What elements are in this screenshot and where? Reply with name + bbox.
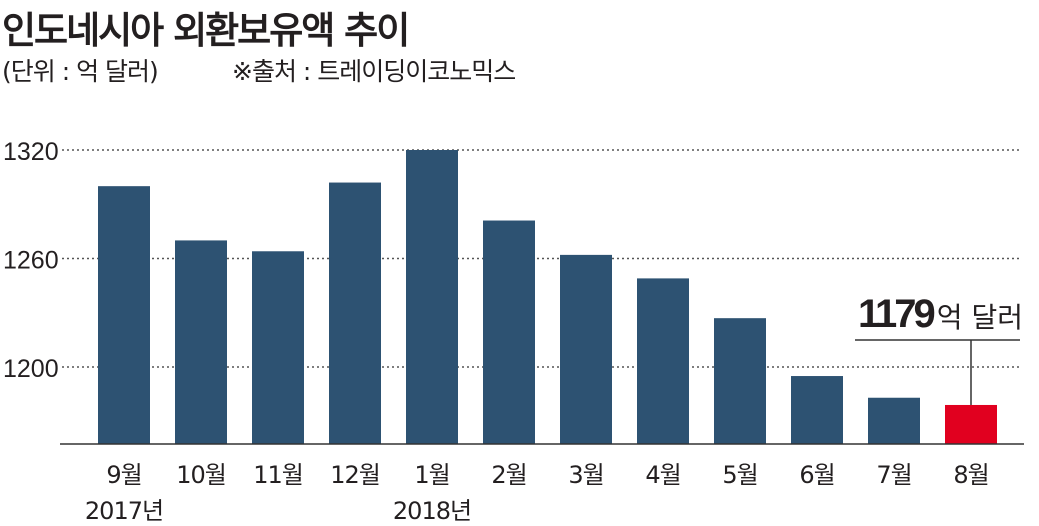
callout-unit: 억 달러	[937, 301, 1023, 334]
bar	[868, 397, 920, 444]
bar	[483, 220, 535, 444]
y-tick-label: 1260	[3, 247, 59, 275]
source-note: ※출처 : 트레이딩이코노믹스	[232, 57, 516, 86]
y-tick-label: 1320	[3, 138, 59, 166]
x-axis-labels: 9월 2017년 10월 11월 12월 1월 2018년 2월 3월 4월 5월 6월 7월 8월	[85, 461, 990, 525]
x-tick-label: 3월	[568, 461, 603, 489]
bar	[791, 376, 843, 444]
x-tick-label: 2월	[491, 461, 526, 489]
bar	[175, 240, 227, 444]
bar	[329, 182, 381, 445]
y-tick-label: 1200	[3, 355, 59, 383]
year-label: 2017년	[85, 497, 163, 525]
value-callout: 1179 억 달러	[855, 292, 1023, 405]
x-tick-label: 12월	[330, 461, 380, 489]
x-tick-label: 5월	[722, 461, 757, 489]
bar	[714, 318, 766, 444]
bar	[406, 150, 458, 444]
y-axis-ticks: 1200 1260 1320	[3, 138, 59, 383]
x-tick-label: 10월	[176, 461, 226, 489]
unit-note: (단위 : 억 달러)	[2, 57, 159, 86]
x-tick-label: 7월	[876, 461, 911, 489]
x-tick-label: 4월	[645, 461, 680, 489]
x-tick-label: 1월	[414, 461, 449, 489]
x-tick-label: 9월	[106, 461, 141, 489]
bar	[98, 186, 150, 444]
bar	[252, 251, 304, 444]
callout-value: 1179	[858, 292, 935, 336]
x-tick-label: 6월	[799, 461, 834, 489]
bars	[98, 150, 997, 445]
x-tick-label: 11월	[253, 461, 303, 489]
bar	[560, 254, 612, 444]
bar-highlighted	[945, 404, 997, 444]
chart-title: 인도네시아 외환보유액 추이	[2, 9, 410, 52]
x-tick-label: 8월	[953, 461, 988, 489]
bar	[637, 278, 689, 444]
callout-label: 1179 억 달러	[858, 292, 1023, 336]
year-label: 2018년	[393, 497, 471, 525]
